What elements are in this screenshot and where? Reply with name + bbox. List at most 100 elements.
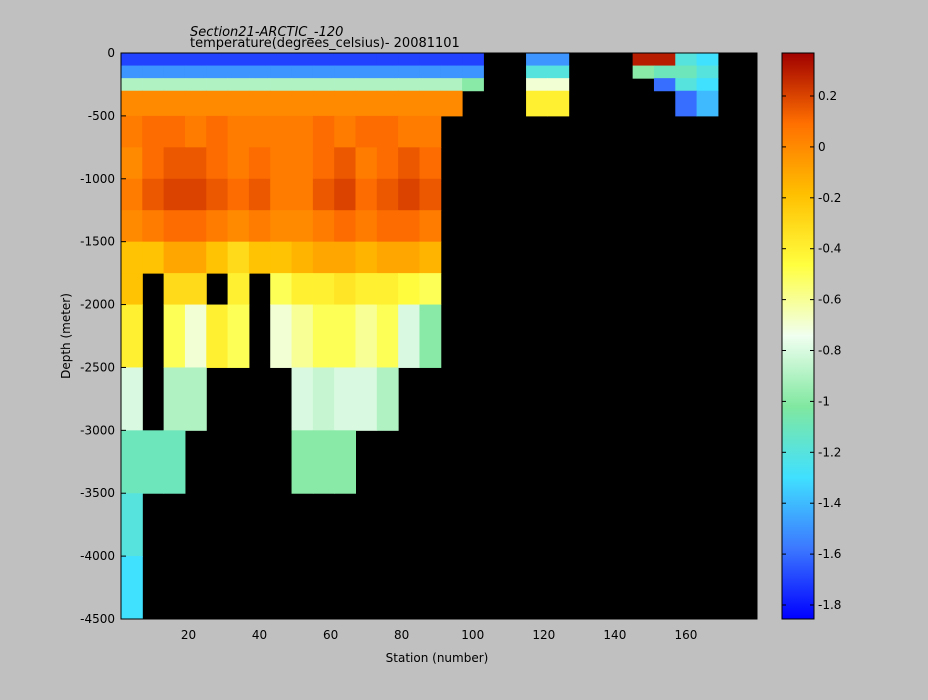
heatmap-cell	[270, 178, 293, 211]
colorbar-tick-label: 0	[818, 140, 826, 154]
heatmap-cell	[440, 90, 463, 117]
heatmap-cell	[653, 78, 676, 92]
heatmap-cell	[462, 53, 484, 67]
heatmap-cell	[675, 90, 698, 117]
heatmap-cell	[121, 493, 143, 557]
heatmap-cell	[270, 147, 293, 180]
heatmap-cell	[121, 210, 143, 243]
heatmap-cell	[227, 115, 250, 148]
heatmap-cell	[121, 78, 143, 92]
heatmap-cell	[334, 367, 357, 431]
heatmap-cell	[206, 65, 229, 79]
heatmap-cell	[227, 178, 250, 211]
heatmap-cell	[184, 210, 207, 243]
heatmap-cell	[270, 241, 293, 274]
heatmap-cell	[248, 90, 271, 117]
heatmap-cell	[334, 430, 357, 494]
heatmap-cell	[334, 210, 357, 243]
heatmap-cell	[312, 53, 335, 67]
heatmap-cell	[355, 210, 378, 243]
heatmap-cell	[334, 115, 357, 148]
heatmap-cell	[334, 90, 357, 117]
heatmap-cell	[440, 78, 463, 92]
heatmap-cell	[675, 78, 698, 92]
heatmap-cell	[248, 210, 271, 243]
heatmap-cell	[376, 147, 399, 180]
heatmap-cell	[184, 304, 207, 368]
heatmap-cell	[398, 90, 420, 117]
heatmap-cell	[419, 65, 442, 79]
heatmap-cell	[653, 53, 676, 67]
heatmap-cell	[334, 273, 357, 306]
heatmap-cell	[248, 115, 271, 148]
heatmap-cell	[227, 65, 250, 79]
heatmap-cell	[227, 90, 250, 117]
x-tick-label: 20	[181, 628, 196, 642]
x-axis-label: Station (number)	[386, 651, 489, 665]
heatmap-cell	[291, 65, 314, 79]
heatmap-cell	[526, 53, 548, 67]
heatmap-cell	[142, 178, 165, 211]
heatmap-cell	[270, 115, 293, 148]
heatmap-cell	[142, 53, 165, 67]
heatmap-cell	[227, 241, 250, 274]
heatmap-cell	[334, 65, 357, 79]
heatmap-cell	[419, 147, 442, 180]
heatmap-cell	[121, 53, 143, 67]
x-tick-label: 100	[461, 628, 484, 642]
heatmap-cell	[376, 241, 399, 274]
heatmap-cell	[270, 53, 293, 67]
heatmap-cell	[184, 53, 207, 67]
heatmap-cell	[142, 65, 165, 79]
heatmap-cell	[291, 367, 314, 431]
heatmap-cell	[312, 367, 335, 431]
colorbar-tick-label: -1	[818, 394, 830, 408]
heatmap-cell	[142, 430, 165, 494]
heatmap-cell	[227, 304, 250, 368]
y-tick-label: -2500	[80, 360, 115, 374]
heatmap-cell	[206, 53, 229, 67]
heatmap-cell	[312, 78, 335, 92]
heatmap-cell	[206, 210, 229, 243]
heatmap-cell	[227, 147, 250, 180]
heatmap-cell	[163, 78, 186, 92]
heatmap-cell	[291, 115, 314, 148]
heatmap-cell	[248, 65, 271, 79]
heatmap-cell	[526, 65, 548, 79]
heatmap-cell	[184, 147, 207, 180]
heatmap-cell	[526, 78, 548, 92]
heatmap-cell	[206, 178, 229, 211]
heatmap-cell	[206, 78, 229, 92]
heatmap-cell	[227, 78, 250, 92]
heatmap-cell	[526, 90, 548, 117]
heatmap-cell	[163, 115, 186, 148]
heatmap-cell	[334, 78, 357, 92]
heatmap-cell	[398, 78, 420, 92]
heatmap-cell	[653, 65, 676, 79]
colorbar	[781, 52, 815, 620]
heatmap-cell	[291, 273, 314, 306]
heatmap-cell	[227, 273, 250, 306]
heatmap-cell	[376, 78, 399, 92]
x-tick-label: 80	[394, 628, 409, 642]
heatmap-cell	[163, 210, 186, 243]
heatmap-cell	[632, 65, 655, 79]
heatmap-cell	[419, 78, 442, 92]
heatmap-cell	[419, 210, 442, 243]
heatmap-cell	[248, 241, 271, 274]
heatmap-cell	[184, 367, 207, 431]
heatmap-cell	[419, 273, 442, 306]
heatmap-cell	[184, 273, 207, 306]
heatmap-cell	[163, 367, 186, 431]
heatmap-cell	[334, 178, 357, 211]
heatmap-cell	[163, 241, 186, 274]
heatmap-cell	[462, 78, 484, 92]
y-tick-label: 0	[107, 46, 115, 60]
heatmap-cell	[142, 90, 165, 117]
heatmap-cell	[419, 241, 442, 274]
colorbar-tick-label: -1.8	[818, 598, 841, 612]
heatmap-cell	[398, 147, 420, 180]
heatmap-cell	[419, 53, 442, 67]
heatmap-cell	[696, 78, 719, 92]
heatmap-cell	[248, 147, 271, 180]
